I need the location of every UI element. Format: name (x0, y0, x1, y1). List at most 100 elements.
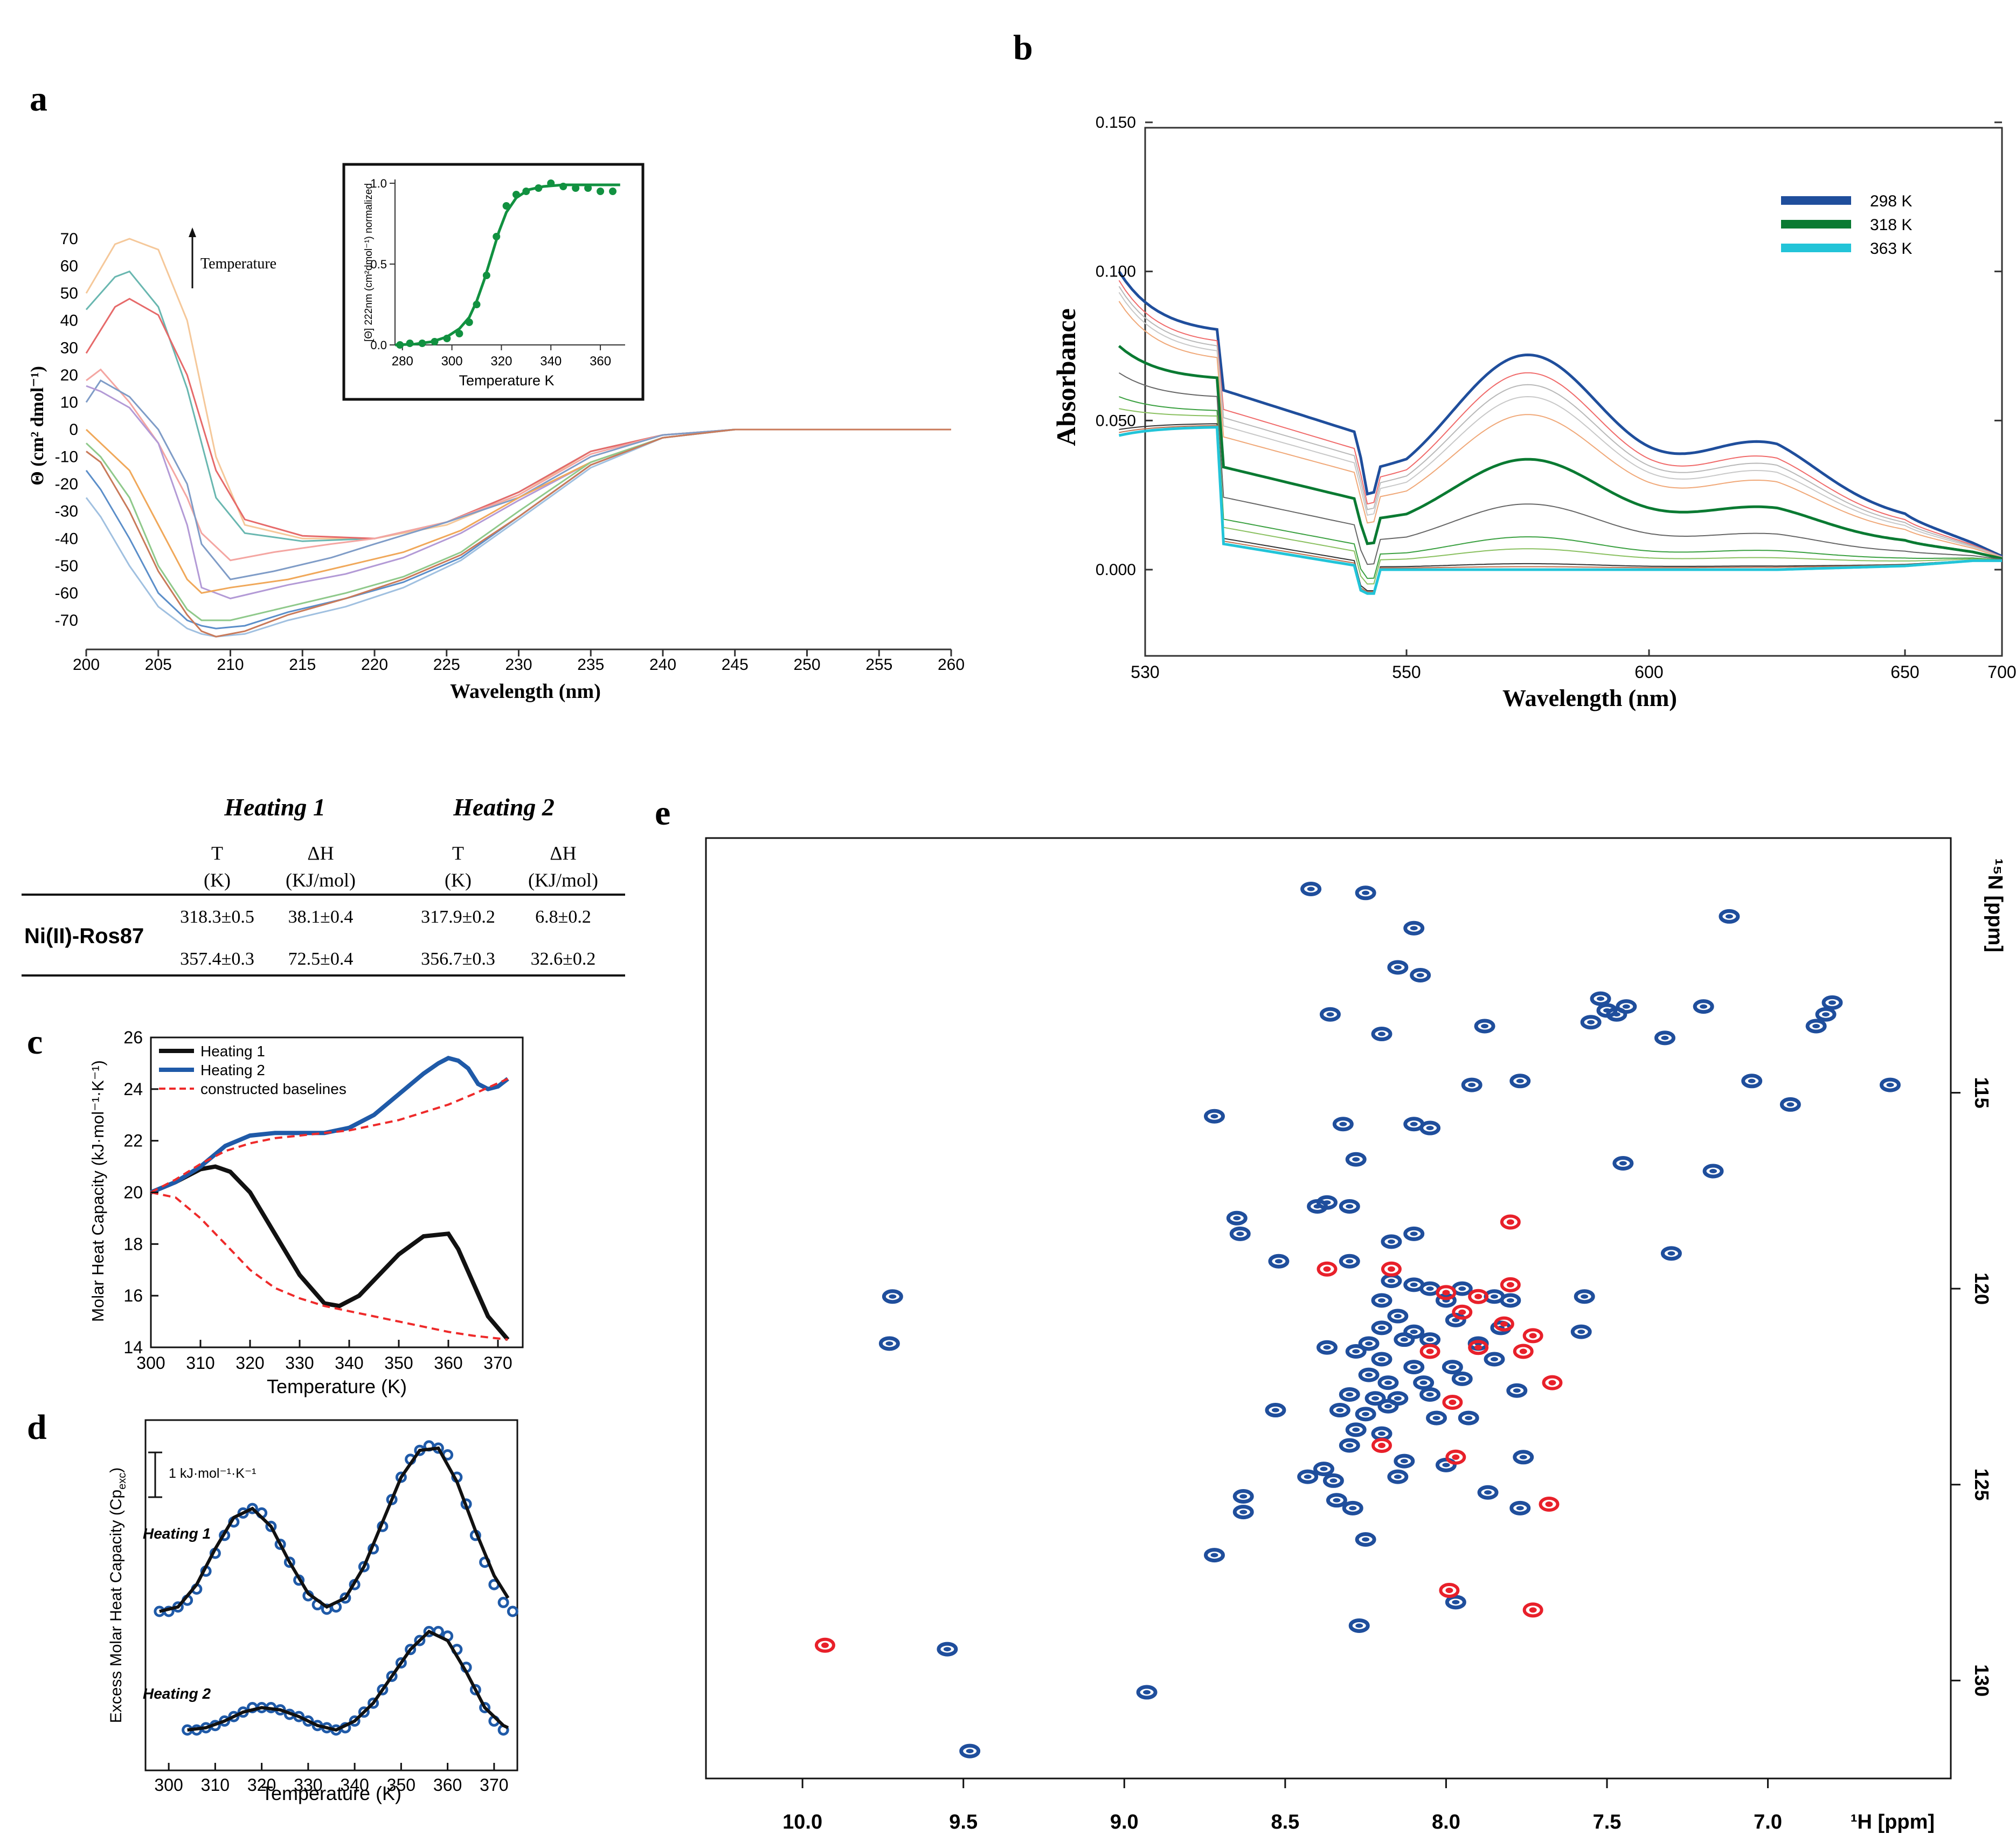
b-x-tick-label: 550 (1392, 662, 1421, 682)
hsqc-peak-blue-core (1352, 1427, 1360, 1432)
x-tick-label: 240 (649, 656, 676, 674)
hsqc-peak-blue (1339, 1254, 1360, 1269)
hsqc-peak-red (1468, 1340, 1489, 1355)
hsqc-peak-blue (1355, 1407, 1376, 1422)
hsqc-peak-blue-core (1452, 1600, 1460, 1604)
panel-b-absorbance: 530 550 600 650 700 0.000 0.050 0.100 0.150 Wave… (1051, 114, 2016, 711)
hsqc-peak-blue-core (1336, 1408, 1344, 1413)
hsqc-peak-blue-core (1371, 1396, 1380, 1401)
hsqc-peak-blue-core (1346, 1259, 1354, 1264)
hsqc-peak-blue (1332, 1117, 1354, 1132)
inset-y-tick-label: 0.5 (370, 258, 387, 271)
hsqc-peak-blue (1413, 1375, 1435, 1390)
hsqc-peak-blue (1377, 1399, 1399, 1414)
hsqc-peak-red-core (1529, 1333, 1537, 1339)
hsqc-peak-blue-core (1481, 1024, 1489, 1028)
hsqc-peak-blue (1474, 1019, 1495, 1034)
d-x-tick-label: 330 (294, 1775, 322, 1795)
panel-c-x-label: Temperature (K) (267, 1375, 407, 1397)
excess-cp-point (377, 1684, 389, 1695)
e-x-tick-label: 10.0 (782, 1811, 822, 1833)
absorbance-curve-12 (1118, 426, 2002, 595)
e-y-tick-label: 130 (1971, 1664, 1993, 1697)
c-x-tick-label: 310 (186, 1353, 214, 1373)
hsqc-peak-blue (1339, 1387, 1360, 1402)
panel-b-series (1118, 271, 2003, 595)
hsqc-peak-red-core (1545, 1501, 1553, 1507)
c-y-tick-label: 24 (123, 1079, 143, 1099)
panel-b-frame (1144, 127, 2003, 657)
panel-d-ticks: 300 310 320 330 340 350 360 370 (154, 1763, 509, 1795)
hsqc-peak-blue (1371, 1320, 1393, 1335)
hsqc-peak-blue-core (1516, 1078, 1524, 1083)
hsqc-peak-blue-core (1394, 1396, 1402, 1401)
col-dh1-label: ΔH (307, 842, 334, 864)
y-tick-label: -10 (55, 448, 78, 466)
x-tick-label: 250 (793, 656, 820, 674)
hsqc-peak-blue (1326, 1493, 1347, 1508)
panel-d-excess-cp: 300 310 320 330 340 350 360 370 1 kJ·mol⁻¹·K⁻¹ … (107, 1419, 518, 1804)
inset-point (455, 330, 463, 337)
panel-a-y-label: Θ (cm² dmol⁻¹) (27, 366, 47, 486)
c-y-tick-label: 18 (123, 1234, 143, 1254)
absorbance-curve-3 (1118, 286, 2003, 558)
dsc-curve-1 (150, 1164, 510, 1341)
absorbance-curve-9 (1119, 408, 2003, 585)
cd-curve-11 (86, 428, 951, 638)
hsqc-peak-blue (1574, 1289, 1595, 1304)
hsqc-peak-blue (1612, 1155, 1634, 1171)
hsqc-peak-blue-core (1410, 1330, 1418, 1334)
d-x-tick-label: 360 (433, 1775, 462, 1795)
hsqc-peak-blue (1313, 1462, 1335, 1477)
hsqc-peak-blue-core (966, 1749, 974, 1754)
absorbance-curve-6 (1118, 345, 2003, 560)
hsqc-peak-blue-core (1622, 1004, 1630, 1009)
inset-point (559, 183, 567, 190)
hsqc-peak-blue (1458, 1410, 1479, 1425)
b-y-tick-label: 0.100 (1096, 263, 1136, 281)
c-y-tick-label: 26 (123, 1028, 143, 1047)
panel-e-frame (705, 837, 1952, 1780)
inset-point (512, 191, 520, 198)
panel-d-x-label: Temperature (K) (261, 1782, 401, 1804)
hsqc-peak-blue (1654, 1030, 1675, 1046)
temperature-arrow-head-icon (189, 227, 196, 237)
hsqc-peak-blue-core (943, 1647, 951, 1652)
y-tick-label: 30 (60, 339, 78, 357)
hsqc-peak-blue (937, 1642, 958, 1657)
cell-r1-t1: 318.3±0.5 (180, 907, 254, 927)
hsqc-peak-red (1419, 1344, 1440, 1359)
hsqc-peak-blue (1445, 1595, 1466, 1610)
hsqc-peak-red (1442, 1395, 1463, 1410)
hsqc-peak-blue (1616, 999, 1637, 1014)
excess-cp-point (414, 1635, 426, 1646)
hsqc-peak-blue (1387, 1469, 1409, 1484)
y-tick-label: 0 (69, 421, 78, 439)
panel-e-x-label: ¹H [ppm] (1851, 1811, 1935, 1833)
hsqc-peak-blue (1371, 1293, 1393, 1308)
hsqc-peak-blue (1358, 1367, 1380, 1382)
panel-a-y-ticks: 70 60 50 40 30 20 10 0 -10 -20 -30 -40 -50 -60 -70 (55, 230, 78, 629)
panel-e-hsqc: 10.0 9.5 9.0 8.5 8.0 7.5 7.0 115 120 125 130 ¹H [p… (705, 837, 2006, 1833)
absorbance-curve-1 (1118, 271, 2003, 558)
table-row-label: Ni(II)-Ros87 (24, 924, 144, 948)
hsqc-peak-blue (1355, 1532, 1376, 1547)
b-y-tick-label: 0.050 (1096, 412, 1136, 430)
hsqc-peak-blue (1403, 920, 1425, 936)
c-y-tick-label: 20 (123, 1183, 143, 1202)
panel-b-ticks: 530 550 600 650 700 0.000 0.050 0.100 0.150 (1096, 114, 2016, 682)
panel-a-x-ticks: 200 205 210 215 220 225 230 235 240 245 250 255 260 (73, 649, 965, 674)
cell-r2-t1: 357.4±0.3 (180, 949, 254, 969)
hsqc-peak-blue-core (1661, 1035, 1669, 1040)
hsqc-peak-red-core (1458, 1309, 1466, 1315)
hsqc-peak-blue (878, 1336, 900, 1351)
hsqc-peak-blue (1403, 1360, 1425, 1375)
y-tick-label: 60 (60, 258, 78, 275)
hsqc-peak-blue-core (1491, 1294, 1498, 1299)
hsqc-peak-blue-core (1394, 1314, 1402, 1319)
hsqc-peak-blue-core (1378, 1032, 1385, 1036)
hsqc-peak-blue (959, 1743, 981, 1759)
inset-points (396, 179, 617, 349)
x-tick-label: 205 (145, 656, 172, 674)
hsqc-peak-blue-core (1442, 1463, 1450, 1468)
